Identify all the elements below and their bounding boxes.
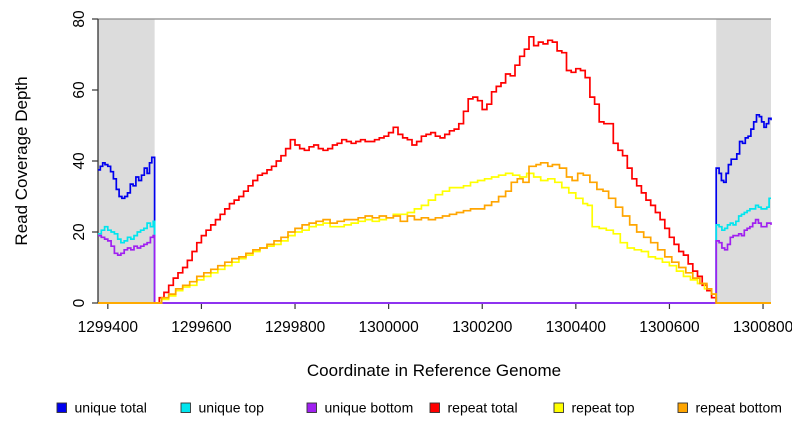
y-tick-label: 40: [71, 152, 88, 170]
x-tick-label: 1300800: [733, 319, 792, 336]
x-axis-title: Coordinate in Reference Genome: [307, 361, 561, 380]
x-tick-label: 1299800: [265, 319, 326, 336]
legend-swatch-repeat-total: [429, 402, 440, 413]
legend-label-unique-bottom: unique bottom: [325, 400, 414, 416]
legend-label-unique-top: unique top: [199, 400, 265, 416]
x-tick-label: 1299600: [171, 319, 232, 336]
series-line-unique-total: [98, 113, 772, 304]
legend-label-unique-total: unique total: [75, 400, 147, 416]
legend-swatch-unique-total: [56, 402, 67, 413]
legend-swatch-repeat-top: [553, 402, 564, 413]
y-axis-title: Read Coverage Depth: [12, 76, 31, 245]
series-line-unique-top: [98, 197, 771, 304]
y-tick-label: 60: [71, 81, 88, 99]
series-line-repeat-total: [98, 35, 771, 304]
x-tick-label: 1300200: [452, 319, 513, 336]
legend-swatch-unique-bottom: [306, 402, 317, 413]
y-tick-label: 0: [71, 298, 88, 307]
x-tick-label: 1300600: [639, 319, 700, 336]
legend-swatch-repeat-bottom: [677, 402, 688, 413]
series-line-repeat-bottom: [98, 161, 771, 304]
legend-label-repeat-total: repeat total: [448, 400, 518, 416]
y-tick-label: 80: [71, 10, 88, 28]
series-line-repeat-top: [98, 172, 771, 304]
legend-label-repeat-bottom: repeat bottom: [696, 400, 782, 416]
shaded-region: [716, 19, 771, 303]
legend-swatch-unique-top: [180, 402, 191, 413]
y-tick-label: 20: [71, 223, 88, 241]
x-tick-label: 1299400: [78, 319, 139, 336]
legend-label-repeat-top: repeat top: [572, 400, 635, 416]
x-tick-label: 1300400: [546, 319, 607, 336]
shaded-region: [98, 19, 155, 303]
x-tick-label: 1300000: [358, 319, 419, 336]
